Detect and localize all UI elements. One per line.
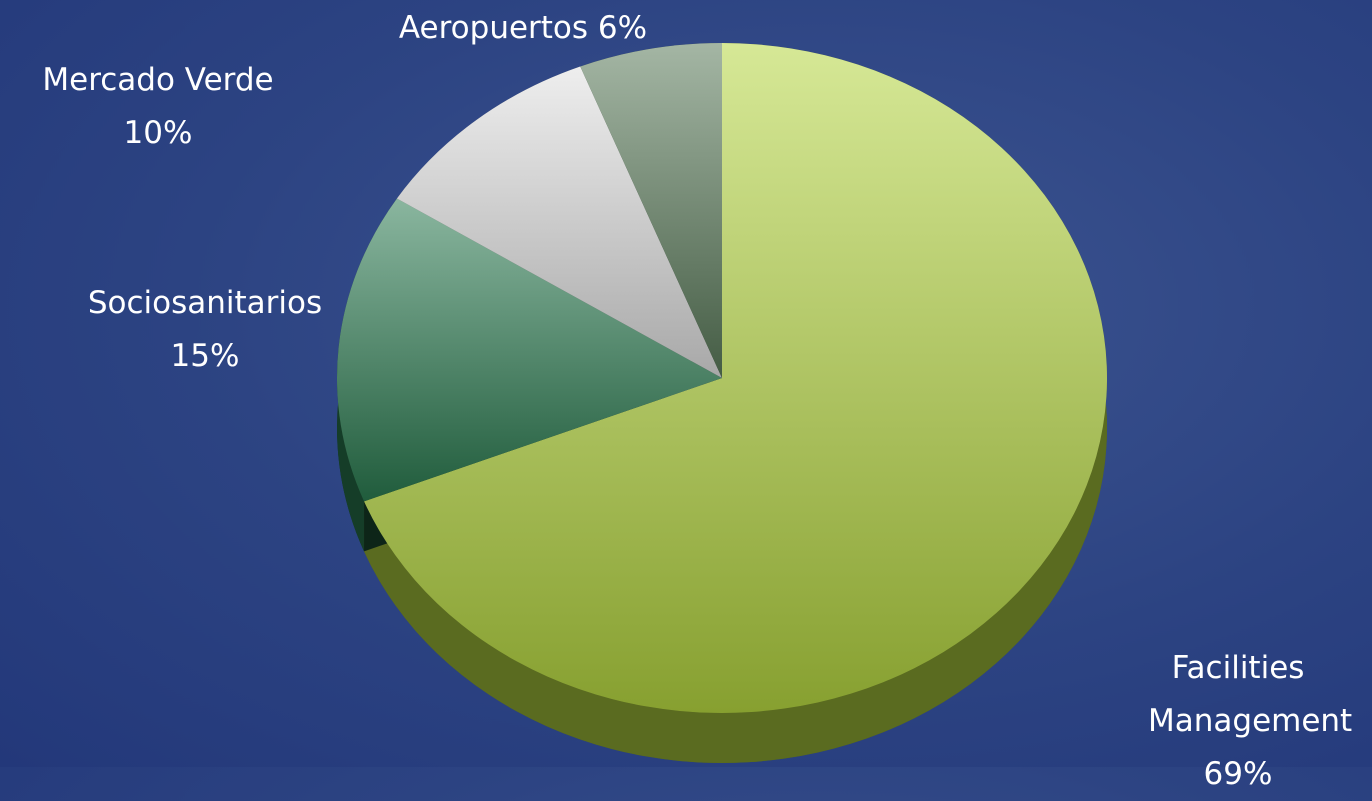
percent-label: 69% — [1203, 756, 1273, 792]
category-label: Facilities Management — [1148, 650, 1353, 739]
slice — [364, 43, 1108, 714]
category-label: Mercado Verde — [42, 62, 274, 98]
slice-label: Aeropuertos 6% — [353, 2, 693, 55]
chart — [336, 43, 1108, 764]
slice — [336, 198, 722, 502]
slice — [396, 66, 722, 379]
slide: (() => { const data = JSON.parse(documen… — [0, 0, 1372, 767]
slice-label: Mercado Verde 10% — [0, 54, 318, 160]
slice-label: Sociosanitarios 15% — [55, 277, 355, 383]
slice — [580, 43, 722, 378]
category-label: Aeropuertos — [398, 10, 589, 46]
slice-label: Facilities Management 69% — [1108, 642, 1368, 801]
percent-label: 6% — [597, 10, 648, 46]
category-label: Sociosanitarios — [87, 285, 323, 321]
percent-label: 15% — [170, 338, 240, 374]
percent-label: 10% — [123, 115, 193, 151]
